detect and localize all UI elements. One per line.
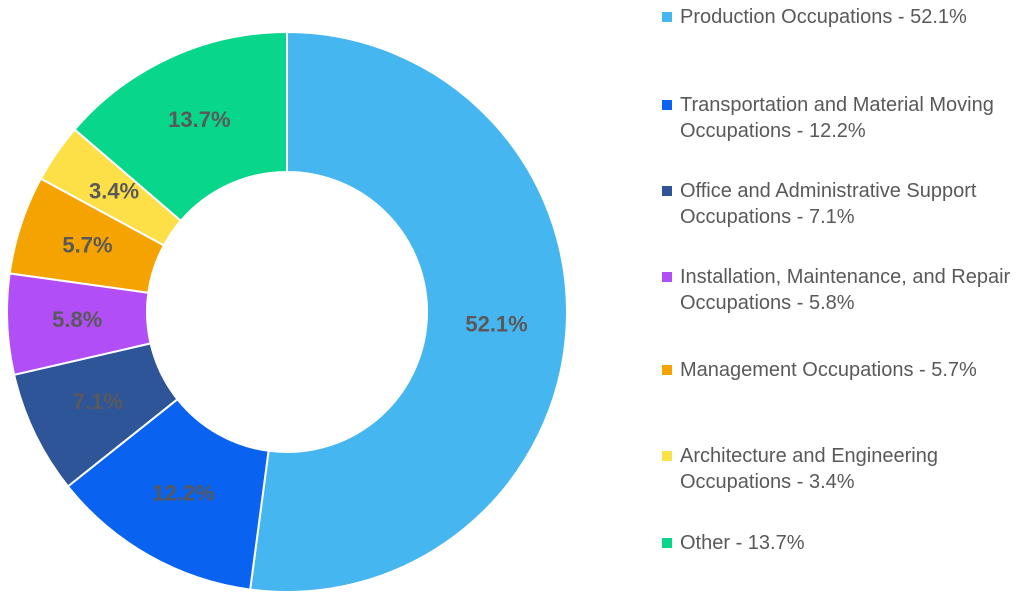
legend-label: Production Occupations - 52.1% <box>680 6 967 28</box>
legend-label: Installation, Maintenance, and Repair Oc… <box>680 266 1011 314</box>
legend-label: Management Occupations - 5.7% <box>680 359 977 381</box>
slice-label: 5.7% <box>62 232 112 257</box>
legend-item: Office and Administrative Support Occupa… <box>662 178 1016 230</box>
legend-swatch <box>662 100 672 110</box>
slice-label: 52.1% <box>465 312 527 337</box>
legend-swatch <box>662 272 672 282</box>
legend-item: Management Occupations - 5.7% <box>662 357 1016 383</box>
legend-item: Other - 13.7% <box>662 530 1016 556</box>
slice-label: 7.1% <box>73 389 123 414</box>
slice-label: 5.8% <box>52 307 102 332</box>
legend-label: Other - 13.7% <box>680 532 805 554</box>
legend-item: Transportation and Material Moving Occup… <box>662 92 1016 144</box>
legend-item: Production Occupations - 52.1% <box>662 4 1016 30</box>
legend-item: Architecture and Engineering Occupations… <box>662 443 1016 495</box>
legend-item: Installation, Maintenance, and Repair Oc… <box>662 264 1016 316</box>
legend-swatch <box>662 538 672 548</box>
donut-chart: 52.1% 12.2% 7.1% 5.8% 5.7% 3.4% 13.7% <box>6 30 568 592</box>
slice-label: 12.2% <box>152 481 214 506</box>
donut-slice <box>73 30 288 223</box>
donut-slice <box>249 30 568 592</box>
legend-label: Architecture and Engineering Occupations… <box>680 445 938 493</box>
legend-label: Office and Administrative Support Occupa… <box>680 180 977 228</box>
slice-label: 13.7% <box>168 107 230 132</box>
legend-swatch <box>662 451 672 461</box>
slice-label: 3.4% <box>89 179 139 204</box>
legend-label: Transportation and Material Moving Occup… <box>680 94 994 142</box>
legend-swatch <box>662 12 672 22</box>
legend-swatch <box>662 365 672 375</box>
legend-swatch <box>662 186 672 196</box>
